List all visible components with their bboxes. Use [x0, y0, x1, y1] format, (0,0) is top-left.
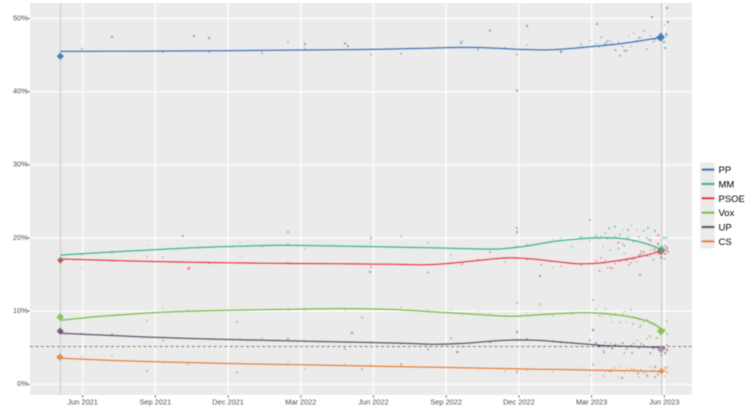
svg-text:Jun 2022: Jun 2022 — [358, 398, 388, 407]
svg-text:Dec 2021: Dec 2021 — [212, 398, 244, 407]
svg-text:PP: PP — [719, 165, 732, 176]
svg-text:40%: 40% — [13, 87, 28, 96]
svg-text:Jun 2021: Jun 2021 — [67, 398, 97, 407]
svg-text:Sep 2021: Sep 2021 — [140, 398, 172, 407]
svg-text:Mar 2022: Mar 2022 — [285, 398, 316, 407]
svg-text:Sep 2022: Sep 2022 — [430, 398, 462, 407]
svg-text:CS: CS — [719, 237, 732, 248]
svg-text:50%: 50% — [13, 13, 28, 22]
svg-text:30%: 30% — [13, 160, 28, 169]
svg-text:10%: 10% — [13, 306, 28, 315]
svg-text:UP: UP — [719, 223, 732, 234]
svg-text:20%: 20% — [13, 233, 28, 242]
svg-text:0%: 0% — [17, 379, 28, 388]
svg-text:Jun 2023: Jun 2023 — [649, 398, 679, 407]
svg-text:MM: MM — [719, 179, 735, 190]
svg-text:Dec 2022: Dec 2022 — [503, 398, 535, 407]
svg-text:Mar 2023: Mar 2023 — [576, 398, 607, 407]
svg-text:PSOE: PSOE — [719, 194, 745, 205]
svg-text:Vox: Vox — [719, 208, 735, 219]
